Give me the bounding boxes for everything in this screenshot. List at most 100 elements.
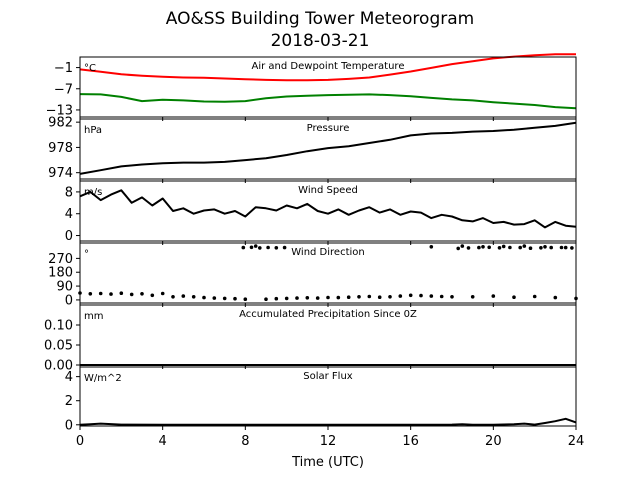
panel-3-point bbox=[181, 294, 186, 298]
panel-3-point bbox=[264, 297, 268, 302]
panel-3-point bbox=[274, 296, 279, 301]
x-tick-label: 8 bbox=[241, 434, 249, 449]
panel-3-point bbox=[140, 292, 144, 296]
panel-0-y-tick-label: −1 bbox=[54, 61, 73, 76]
panel-3-point bbox=[150, 293, 155, 298]
panel-1-y-tick-label: 982 bbox=[48, 116, 73, 131]
panel-2-y-tick-label: 4 bbox=[65, 207, 73, 222]
panel-3-point bbox=[539, 246, 543, 250]
panel-0-series-0-line bbox=[79, 53, 576, 82]
panel-2-unit-label: m/s bbox=[84, 187, 102, 198]
panel-0-unit-label: °C bbox=[84, 63, 96, 74]
panel-3-point bbox=[559, 245, 564, 250]
panel-3-point bbox=[501, 244, 506, 249]
panel-4-y-tick-label: 0.05 bbox=[44, 339, 73, 354]
panel-3-point bbox=[88, 292, 93, 296]
panel-4-y-tick-label: 0.00 bbox=[44, 359, 73, 374]
panel-3-point bbox=[450, 295, 454, 299]
panel-5-y-tick-label: 4 bbox=[65, 370, 73, 385]
panel-3-point bbox=[191, 295, 196, 299]
panel-3-point bbox=[109, 292, 113, 296]
panel-3-point bbox=[532, 294, 537, 299]
panel-2-series-0-line bbox=[79, 189, 577, 229]
panel-5-y-tick-label: 2 bbox=[65, 394, 73, 409]
panel-1-unit-label: hPa bbox=[84, 125, 102, 136]
panel-0-series-1-line bbox=[79, 93, 577, 110]
panel-3-point bbox=[570, 246, 574, 250]
panel-3-y-tick-label: 180 bbox=[48, 266, 73, 281]
x-tick-label: 24 bbox=[568, 434, 585, 449]
figure-subtitle: 2018-03-21 bbox=[270, 31, 370, 51]
panel-3-point bbox=[160, 291, 165, 296]
panel-3-point bbox=[253, 244, 258, 248]
panel-3-title: Wind Direction bbox=[291, 247, 365, 258]
panel-4-unit-label: mm bbox=[84, 311, 103, 322]
panel-3-point bbox=[222, 296, 227, 301]
panel-3-point bbox=[388, 295, 392, 299]
panel-3-point bbox=[249, 245, 254, 250]
panel-1-title: Pressure bbox=[307, 123, 350, 134]
panel-1-y-tick-label: 974 bbox=[48, 166, 73, 181]
panel-3-point bbox=[408, 293, 413, 298]
panel-3-point bbox=[439, 294, 444, 299]
panel-3-point bbox=[549, 245, 553, 250]
panel-1-series-0-line bbox=[79, 121, 577, 175]
panel-0-y-tick-label: −13 bbox=[46, 103, 73, 118]
panel-3-point bbox=[563, 245, 568, 250]
panel-3-point bbox=[528, 246, 533, 250]
panel-3-point bbox=[233, 296, 237, 301]
panel-2-y-tick-label: 0 bbox=[65, 229, 73, 244]
panel-3-point bbox=[258, 246, 262, 250]
panel-4-y-tick-label: 0.10 bbox=[44, 319, 73, 334]
panel-3-point bbox=[481, 245, 485, 249]
panel-3-point bbox=[315, 296, 320, 300]
panel-3-point bbox=[470, 295, 475, 299]
panel-3-point bbox=[429, 245, 434, 249]
panel-5-y-tick-label: 0 bbox=[65, 418, 73, 433]
panel-3-point bbox=[543, 245, 547, 249]
panel-3-point bbox=[487, 245, 492, 250]
panel-3-point bbox=[398, 294, 403, 298]
panel-3-point bbox=[456, 246, 461, 251]
panel-2-y-tick-label: 8 bbox=[65, 185, 73, 200]
panel-3-y-tick-label: 90 bbox=[56, 280, 73, 295]
panel-3-point bbox=[266, 245, 270, 250]
panel-3-point bbox=[518, 245, 522, 250]
panel-3-point bbox=[522, 244, 527, 248]
panel-5-unit-label: W/m^2 bbox=[84, 373, 122, 384]
panel-5-title: Solar Flux bbox=[303, 371, 353, 382]
panel-1-y-tick-label: 978 bbox=[48, 141, 73, 156]
panel-3-point bbox=[295, 296, 299, 300]
figure-title: AO&SS Building Tower Meteorogram bbox=[165, 9, 475, 29]
panel-0-y-tick-label: −7 bbox=[54, 82, 73, 97]
panel-3-point bbox=[460, 244, 465, 248]
panel-3-point bbox=[243, 297, 248, 302]
panel-3-point bbox=[241, 245, 246, 250]
panel-3-point bbox=[553, 295, 558, 300]
panel-3-point bbox=[274, 246, 279, 250]
panel-3-point bbox=[419, 293, 423, 298]
panel-3-point bbox=[171, 295, 175, 299]
panel-3-point bbox=[326, 295, 330, 300]
panel-3-point bbox=[367, 294, 372, 299]
panel-3-point bbox=[377, 295, 382, 300]
x-tick-label: 4 bbox=[159, 434, 167, 449]
panel-3-point bbox=[98, 291, 103, 296]
panel-2-title: Wind Speed bbox=[298, 185, 358, 196]
panel-3-point bbox=[512, 295, 516, 300]
panel-3-y-tick-label: 0 bbox=[65, 293, 73, 308]
panel-3-unit-label: ° bbox=[84, 249, 89, 260]
panel-3-point bbox=[212, 296, 217, 300]
panel-0-title: Air and Dewpoint Temperature bbox=[252, 61, 405, 72]
panel-3-point bbox=[429, 294, 434, 298]
panel-4-title: Accumulated Precipitation Since 0Z bbox=[239, 309, 417, 320]
panel-3-y-tick-label: 270 bbox=[48, 252, 73, 267]
panel-3-point bbox=[466, 246, 471, 250]
x-tick-label: 20 bbox=[485, 434, 502, 449]
panel-3-point bbox=[491, 294, 496, 298]
panel-3-point bbox=[305, 296, 310, 300]
x-tick-label: 0 bbox=[76, 434, 84, 449]
x-tick-label: 16 bbox=[402, 434, 419, 449]
panel-3-point bbox=[357, 295, 361, 299]
